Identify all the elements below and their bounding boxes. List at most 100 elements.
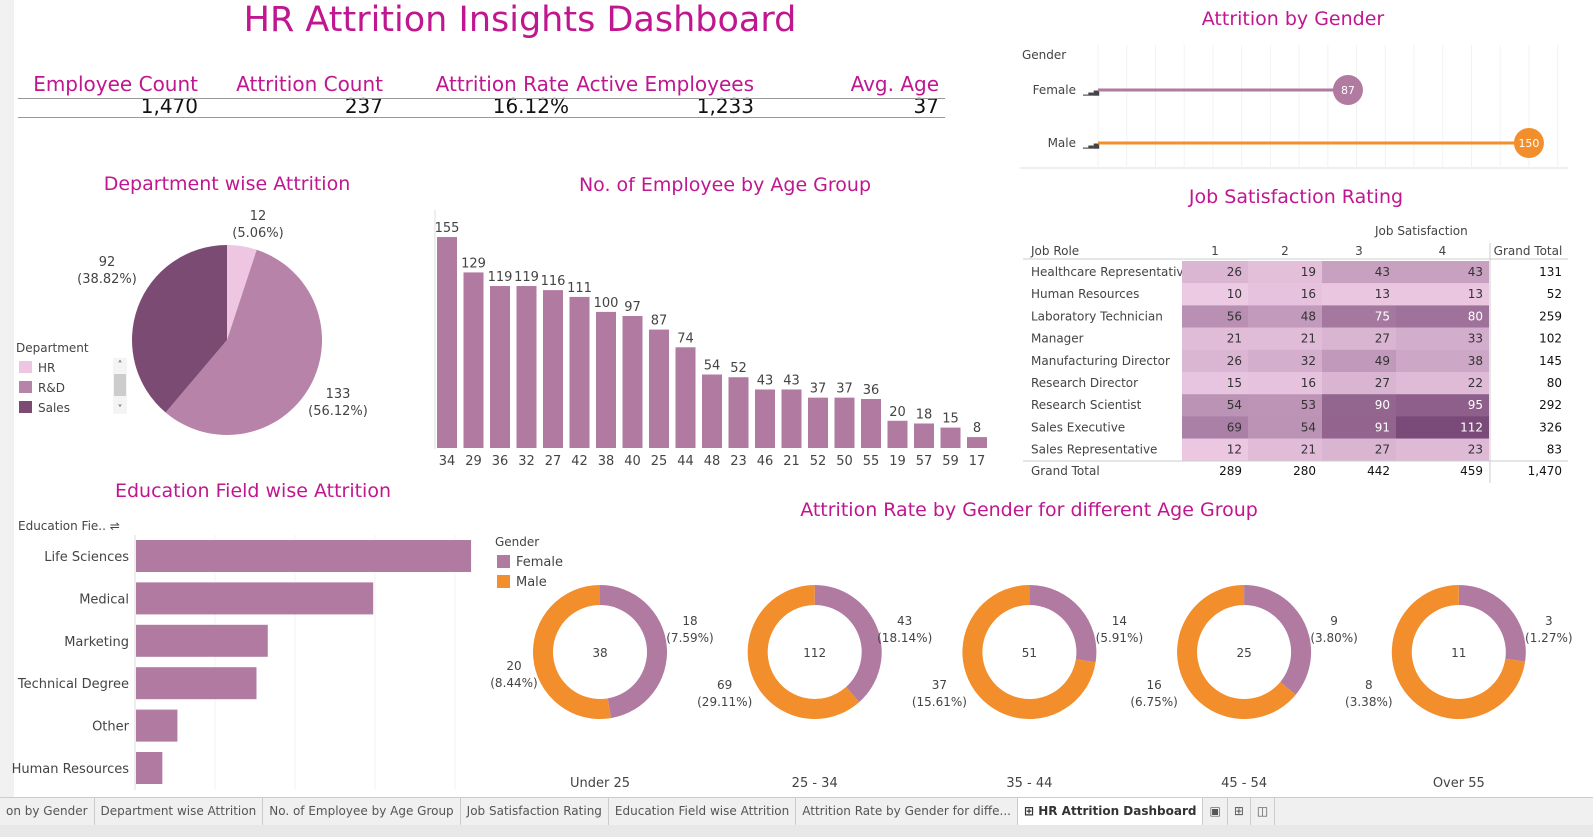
donut-male-pct: (8.44%) [490, 676, 537, 690]
age-bar-label: 111 [567, 281, 592, 296]
gender-header: Gender [1022, 48, 1066, 62]
age-tick-label: 52 [810, 454, 827, 469]
pie-label-value: 133 [326, 387, 351, 402]
age-group-label: Under 25 [570, 776, 630, 791]
education-bar [136, 624, 268, 657]
job-total-header: Grand Total [1494, 244, 1563, 258]
heatmap-value: 13 [1468, 287, 1483, 301]
age-bar-label: 15 [942, 412, 959, 427]
tab-dashboard[interactable]: ⊞ HR Attrition Dashboard [1017, 798, 1204, 826]
new-sheet-icon[interactable]: ▣ [1203, 798, 1228, 826]
job-row-header: Job Role [1030, 244, 1079, 258]
pie-label-pct: (5.06%) [232, 226, 283, 241]
heatmap-cell [1322, 416, 1396, 439]
heatmap-cell [1248, 416, 1322, 439]
column-total: 459 [1460, 464, 1483, 478]
heatmap-cell [1182, 438, 1248, 461]
donut-male-segment [962, 585, 1096, 719]
education-label: Technical Degree [17, 677, 129, 692]
donut-male-value: 8 [1365, 678, 1373, 692]
heatmap-value: 22 [1468, 376, 1483, 390]
tab-age-group[interactable]: No. of Employee by Age Group [263, 798, 461, 826]
education-label: Medical [79, 592, 129, 607]
donut-male-segment [532, 585, 612, 719]
legend-swatch [497, 575, 510, 588]
row-total: 102 [1539, 332, 1562, 346]
age-tick-label: 46 [757, 454, 774, 469]
age-tick-label: 38 [598, 454, 615, 469]
donut-male-segment [747, 585, 860, 720]
legend-swatch [19, 401, 32, 413]
job-role-label: Sales Executive [1031, 420, 1125, 434]
age-tick-label: 29 [465, 454, 482, 469]
donut-female-value: 3 [1545, 614, 1553, 628]
heatmap-value: 26 [1227, 354, 1242, 368]
legend-swatch [19, 381, 32, 393]
pie-slice [227, 245, 257, 340]
job-col-header: 2 [1281, 244, 1289, 258]
heatmap-cell [1396, 416, 1489, 439]
job-col-header: 1 [1211, 244, 1219, 258]
age-bar-label: 52 [730, 361, 747, 376]
donut-male-segment [1177, 585, 1296, 719]
sheet-tabs: on by Gender Department wise Attrition N… [0, 797, 1593, 826]
heatmap-value: 26 [1227, 265, 1242, 279]
tab-department[interactable]: Department wise Attrition [95, 798, 264, 826]
tab-education[interactable]: Education Field wise Attrition [609, 798, 797, 826]
heatmap-value: 43 [1468, 265, 1483, 279]
age-bar-label: 18 [916, 408, 933, 423]
tab-job-satisfaction[interactable]: Job Satisfaction Rating [461, 798, 609, 826]
age-tick-label: 42 [571, 454, 588, 469]
heatmap-cell [1396, 438, 1489, 461]
age-tick-label: 23 [730, 454, 747, 469]
legend-title: Department [16, 341, 89, 355]
heatmap-value: 80 [1468, 309, 1483, 323]
legend-label: R&D [38, 381, 65, 395]
row-total: 131 [1539, 265, 1562, 279]
age-bar [887, 420, 908, 448]
heatmap-cell [1182, 327, 1248, 350]
divider [18, 98, 945, 99]
heatmap-value: 15 [1227, 376, 1242, 390]
scroll-up-icon: ˄ [118, 359, 123, 371]
pie-label-value: 12 [250, 209, 267, 224]
age-group-label: 45 - 54 [1221, 776, 1267, 791]
heatmap-value: 69 [1227, 420, 1242, 434]
education-label: Marketing [64, 635, 129, 650]
age-bar [940, 427, 961, 448]
age-tick-label: 55 [863, 454, 880, 469]
heatmap-cell [1182, 394, 1248, 417]
heatmap-cell [1182, 372, 1248, 395]
age-bar-label: 119 [488, 270, 513, 285]
education-title: Education Field wise Attrition [114, 480, 392, 502]
donut-female-pct: (7.59%) [666, 631, 713, 645]
age-bar [622, 315, 643, 448]
heatmap-value: 32 [1301, 354, 1316, 368]
heatmap-cell [1322, 305, 1396, 328]
heatmap-value: 75 [1375, 309, 1390, 323]
heatmap-value: 12 [1227, 443, 1242, 457]
heatmap-cell [1248, 349, 1322, 373]
donut-legend-title: Gender [495, 535, 539, 549]
page-title: HR Attrition Insights Dashboard [243, 0, 797, 40]
tab-attrition-rate[interactable]: Attrition Rate by Gender for diffe... [796, 798, 1018, 826]
education-label: Other [92, 720, 130, 735]
heatmap-cell [1322, 327, 1396, 350]
heatmap-value: 48 [1301, 309, 1316, 323]
gender-value: 87 [1341, 84, 1355, 97]
age-bar [781, 389, 802, 448]
age-bar [834, 397, 855, 448]
education-label: Life Sciences [44, 550, 129, 565]
donut-female-pct: (3.80%) [1310, 631, 1357, 645]
status-bar [0, 825, 1593, 837]
new-dashboard-icon[interactable]: ⊞ [1228, 798, 1251, 826]
age-tick-label: 57 [916, 454, 933, 469]
new-story-icon[interactable]: ◫ [1251, 798, 1276, 826]
tab-attrition-by-gender[interactable]: on by Gender [0, 798, 95, 826]
heatmap-value: 19 [1301, 265, 1316, 279]
pie-label-value: 92 [99, 255, 116, 270]
education-header: Education Fie.. ⇌ [18, 519, 120, 533]
heatmap-value: 10 [1227, 287, 1242, 301]
donut-female-segment [1029, 585, 1097, 663]
